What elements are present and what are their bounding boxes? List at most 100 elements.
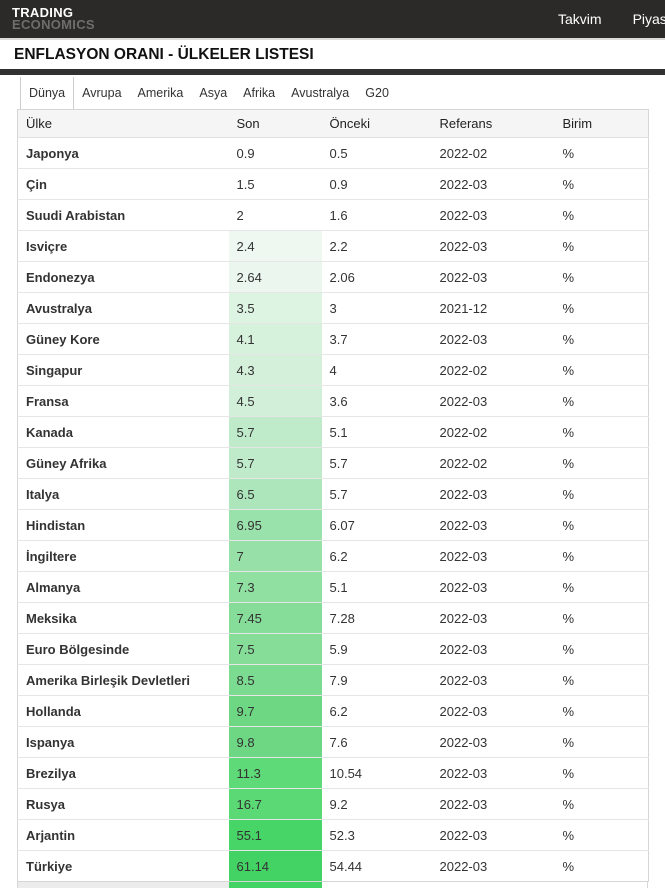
son-cell: 9.8 — [228, 726, 322, 758]
country-cell[interactable]: Çin — [17, 168, 229, 200]
tab-avrupa[interactable]: Avrupa — [82, 86, 122, 100]
table-header-row: Ülke Son Önceki Referans Birim — [17, 109, 649, 138]
birim-cell: % — [554, 571, 649, 603]
country-cell[interactable]: Kanada — [17, 416, 229, 448]
onceki-cell: 9.2 — [321, 788, 432, 820]
country-cell[interactable]: İngiltere — [17, 540, 229, 572]
trading-economics-logo[interactable]: TRADING ECONOMICS — [12, 5, 95, 31]
son-cell: 7 — [228, 540, 322, 572]
son-cell: 8.5 — [228, 664, 322, 696]
table-row: Arjantin 55.1 52.3 2022-03% — [17, 819, 649, 851]
country-cell[interactable]: Singapur — [17, 354, 229, 386]
page-title: ENFLASYON ORANI - ÜLKELER LISTESI — [14, 46, 314, 63]
onceki-cell: 5.7 — [321, 478, 432, 510]
son-cell: 11.3 — [228, 757, 322, 789]
column-header-son: Son — [228, 109, 322, 138]
table-header: Ülke Son Önceki Referans Birim — [17, 109, 649, 138]
top-navbar: TRADING ECONOMICS Takvim Piyas — [0, 0, 665, 40]
tab-avustralya[interactable]: Avustralya — [291, 86, 350, 100]
son-cell: 6.5 — [228, 478, 322, 510]
birim-cell: % — [554, 819, 649, 851]
country-cell[interactable]: Suudi Arabistan — [17, 199, 229, 231]
table-row: Japonya 0.9 0.5 2022-02% — [17, 137, 649, 169]
tab-asya[interactable]: Asya — [199, 86, 228, 100]
referans-cell: 2022-03 — [431, 168, 555, 200]
onceki-cell: 0.9 — [321, 168, 432, 200]
table-row: Endonezya 2.64 2.06 2022-03% — [17, 261, 649, 293]
birim-cell: % — [554, 633, 649, 665]
title-divider — [0, 69, 665, 75]
country-cell[interactable]: Hindistan — [17, 509, 229, 541]
birim-cell: % — [554, 199, 649, 231]
referans-cell: 2022-03 — [431, 230, 555, 262]
logo-line1: TRADING — [12, 5, 74, 20]
onceki-cell: 5.7 — [321, 447, 432, 479]
country-cell[interactable]: Güney Kore — [17, 323, 229, 355]
onceki-cell: 7.9 — [321, 664, 432, 696]
son-cell: 7.3 — [228, 571, 322, 603]
column-header-ulke: Ülke — [17, 109, 229, 138]
tab-amerika[interactable]: Amerika — [137, 86, 184, 100]
referans-cell: 2022-03 — [431, 571, 555, 603]
onceki-cell: 6.2 — [321, 540, 432, 572]
country-cell[interactable]: Rusya — [17, 788, 229, 820]
country-cell[interactable]: Meksika — [17, 602, 229, 634]
birim-cell: % — [554, 788, 649, 820]
table-row: Rusya 16.7 9.2 2022-03% — [17, 788, 649, 820]
country-cell[interactable]: Amerika Birleşik Devletleri — [17, 664, 229, 696]
country-cell[interactable]: Brezilya — [17, 757, 229, 789]
son-cell: 1.5 — [228, 168, 322, 200]
birim-cell: % — [554, 354, 649, 386]
referans-cell: 2022-02 — [431, 137, 555, 169]
son-cell: 16.7 — [228, 788, 322, 820]
next-row-son-cell — [229, 882, 322, 888]
son-cell: 2 — [228, 199, 322, 231]
table-row: Avustralya 3.5 3 2021-12% — [17, 292, 649, 324]
table-row: Güney Kore 4.1 3.7 2022-03% — [17, 323, 649, 355]
country-cell[interactable]: Italya — [17, 478, 229, 510]
birim-cell: % — [554, 695, 649, 727]
birim-cell: % — [554, 261, 649, 293]
country-cell[interactable]: Almanya — [17, 571, 229, 603]
country-cell[interactable]: Avustralya — [17, 292, 229, 324]
birim-cell: % — [554, 540, 649, 572]
table-row: Kanada 5.7 5.1 2022-02% — [17, 416, 649, 448]
tab-afrika[interactable]: Afrika — [243, 86, 276, 100]
onceki-cell: 5.1 — [321, 416, 432, 448]
navbar-item-piyasalar[interactable]: Piyas — [632, 11, 665, 27]
onceki-cell: 6.07 — [321, 509, 432, 541]
son-cell: 4.5 — [228, 385, 322, 417]
onceki-cell: 0.5 — [321, 137, 432, 169]
birim-cell: % — [554, 292, 649, 324]
onceki-cell: 3.6 — [321, 385, 432, 417]
country-cell[interactable]: Euro Bölgesinde — [17, 633, 229, 665]
country-cell[interactable]: Güney Afrika — [17, 447, 229, 479]
country-cell[interactable]: Arjantin — [17, 819, 229, 851]
country-cell[interactable]: Ispanya — [17, 726, 229, 758]
table-row: Çin 1.5 0.9 2022-03% — [17, 168, 649, 200]
birim-cell: % — [554, 385, 649, 417]
onceki-cell: 2.2 — [321, 230, 432, 262]
navbar-item-takvim[interactable]: Takvim — [558, 11, 602, 27]
birim-cell: % — [554, 323, 649, 355]
table-row: Singapur 4.3 4 2022-02% — [17, 354, 649, 386]
onceki-cell: 3.7 — [321, 323, 432, 355]
country-cell[interactable]: Isviçre — [17, 230, 229, 262]
navbar-links: Takvim Piyas — [558, 0, 665, 38]
son-cell: 6.95 — [228, 509, 322, 541]
son-cell: 61.14 — [228, 850, 322, 882]
table-row: Italya 6.5 5.7 2022-03% — [17, 478, 649, 510]
country-cell[interactable]: Endonezya — [17, 261, 229, 293]
onceki-cell: 5.9 — [321, 633, 432, 665]
table-row: Ispanya 9.8 7.6 2022-03% — [17, 726, 649, 758]
table-row: Brezilya 11.3 10.54 2022-03% — [17, 757, 649, 789]
tab-g20[interactable]: G20 — [365, 86, 389, 100]
table-row: Hollanda 9.7 6.2 2022-03% — [17, 695, 649, 727]
birim-cell: % — [554, 509, 649, 541]
tab-dunya[interactable]: Dünya — [20, 77, 75, 109]
table-row: İngiltere 7 6.2 2022-03% — [17, 540, 649, 572]
country-cell[interactable]: Japonya — [17, 137, 229, 169]
country-cell[interactable]: Hollanda — [17, 695, 229, 727]
country-cell[interactable]: Fransa — [17, 385, 229, 417]
country-cell[interactable]: Türkiye — [17, 850, 229, 882]
